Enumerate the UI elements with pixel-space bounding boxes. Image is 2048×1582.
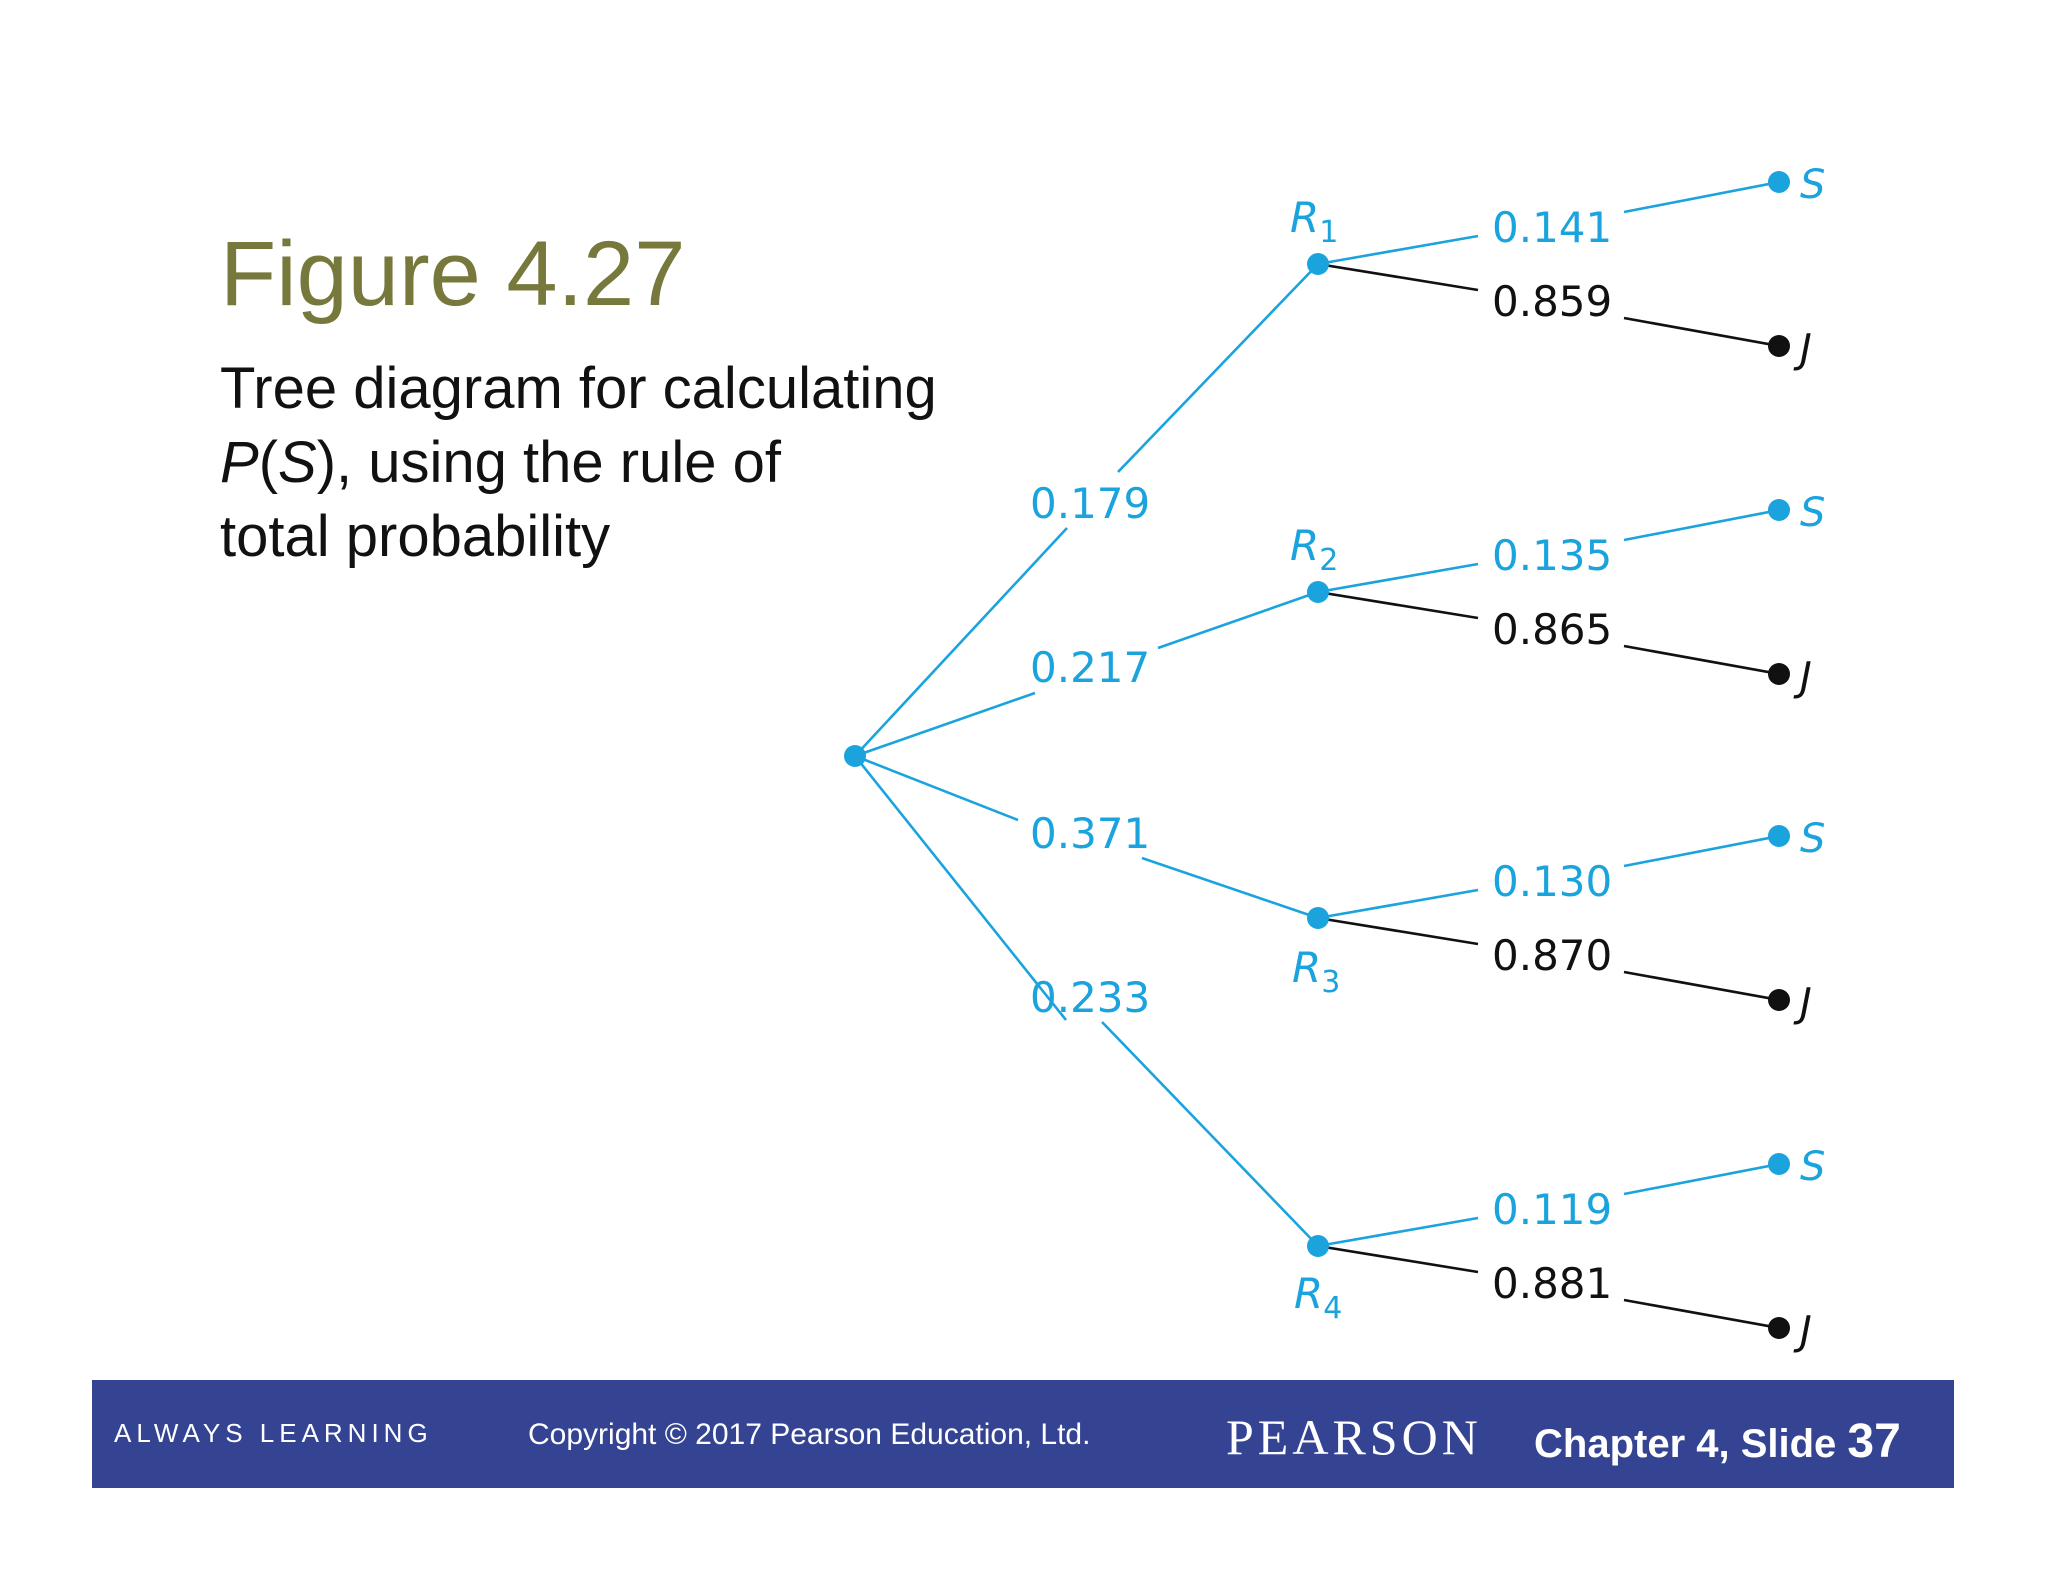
prob-s-r1: 0.141: [1492, 203, 1612, 252]
prob-r4: 0.233: [1030, 973, 1150, 1022]
leaf-s-label-r3: S: [1800, 816, 1825, 862]
node-dot-r4: [1307, 1235, 1329, 1257]
prob-s-r3: 0.130: [1492, 857, 1612, 906]
branch-r1-j-b: [1623, 316, 1780, 348]
chapter-text: Chapter 4, Slide: [1534, 1422, 1848, 1466]
node-dot-r3: [1307, 907, 1329, 929]
branch-r3-j-b: [1623, 970, 1780, 1002]
leaf-j-dot-r1: [1768, 335, 1790, 357]
branch-r3-j-a: [1317, 916, 1479, 946]
prob-r1: 0.179: [1030, 479, 1150, 528]
always-learning-text: ALWAYS LEARNING: [114, 1418, 433, 1448]
branch-r4-s-a: [1317, 1216, 1479, 1248]
caption-line-2: P(S), using the rule of: [220, 426, 1020, 500]
caption-line-3: total probability: [220, 504, 611, 569]
leaf-s-label-r4: S: [1800, 1144, 1825, 1190]
leaf-j-dot-r2: [1768, 663, 1790, 685]
branch-root-r1-b: [1117, 263, 1319, 473]
prob-r2: 0.217: [1030, 643, 1150, 692]
branch-root-r4-b: [1101, 1021, 1319, 1247]
branch-r2-j-a: [1317, 590, 1479, 620]
branch-r1-j-a: [1317, 262, 1479, 292]
leaf-s-dot-r2: [1768, 499, 1790, 521]
branch-r2-s-b: [1623, 508, 1780, 542]
branch-r4-s-b: [1623, 1162, 1780, 1196]
node-dot-r2: [1307, 581, 1329, 603]
leaf-j-label-r2: J: [1793, 654, 1812, 700]
branch-root-r1-a: [854, 527, 1068, 757]
leaf-s-dot-r1: [1768, 171, 1790, 193]
branch-r3-s-b: [1623, 834, 1780, 868]
prob-j-r1: 0.859: [1492, 277, 1612, 326]
leaf-j-label-r4: J: [1793, 1308, 1812, 1354]
figure-title: Figure 4.27: [220, 223, 686, 325]
branch-r1-s-a: [1317, 234, 1479, 266]
leaf-s-label-r1: S: [1800, 162, 1825, 208]
chapter-slide-label: Chapter 4, Slide 37: [1534, 1414, 1901, 1469]
leaf-j-label-r3: J: [1793, 980, 1812, 1026]
node-dot-r1: [1307, 253, 1329, 275]
branch-r4-j-b: [1623, 1298, 1780, 1330]
branch-root-r4-a: [853, 755, 1068, 1021]
prob-j-r2: 0.865: [1492, 605, 1612, 654]
branch-r4-j-a: [1317, 1244, 1479, 1274]
prob-s-r2: 0.135: [1492, 531, 1612, 580]
copyright-text: Copyright © 2017 Pearson Education, Ltd.: [528, 1418, 1091, 1451]
branch-root-r2-a: [854, 691, 1036, 758]
caption-p: P: [220, 430, 259, 495]
branch-root-r2-b: [1157, 590, 1319, 650]
branch-r2-s-a: [1317, 562, 1479, 594]
caption-rest: ), using the rule of: [316, 430, 781, 495]
prob-r3: 0.371: [1030, 809, 1150, 858]
leaf-j-dot-r3: [1768, 989, 1790, 1011]
node-label-r1: R1: [1290, 193, 1338, 250]
branch-root-r3-a: [854, 754, 1019, 822]
figure-caption: Tree diagram for calculating P(S), using…: [220, 352, 1020, 574]
footer-bar: ALWAYS LEARNING Copyright © 2017 Pearson…: [92, 1380, 1954, 1488]
leaf-s-dot-r3: [1768, 825, 1790, 847]
caption-line-1: Tree diagram for calculating: [220, 356, 937, 421]
branch-r3-s-a: [1317, 888, 1479, 920]
branch-r2-j-b: [1623, 644, 1780, 676]
node-label-r4: R4: [1294, 1269, 1342, 1326]
branch-root-r3-b: [1141, 856, 1319, 920]
leaf-s-dot-r4: [1768, 1153, 1790, 1175]
node-label-r3: R3: [1292, 943, 1340, 1000]
prob-j-r4: 0.881: [1492, 1259, 1612, 1308]
prob-s-r4: 0.119: [1492, 1185, 1612, 1234]
node-label-r2: R2: [1290, 521, 1338, 578]
caption-open-paren: (: [258, 430, 279, 495]
pearson-logo: PEARSON: [1226, 1409, 1482, 1465]
prob-j-r3: 0.870: [1492, 931, 1612, 980]
caption-s: S: [278, 430, 317, 495]
root-node-dot: [844, 745, 866, 767]
leaf-s-label-r2: S: [1800, 490, 1825, 536]
leaf-j-label-r1: J: [1793, 326, 1812, 372]
slide-number: 37: [1847, 1415, 1901, 1468]
leaf-j-dot-r4: [1768, 1317, 1790, 1339]
branch-r1-s-b: [1623, 180, 1780, 214]
